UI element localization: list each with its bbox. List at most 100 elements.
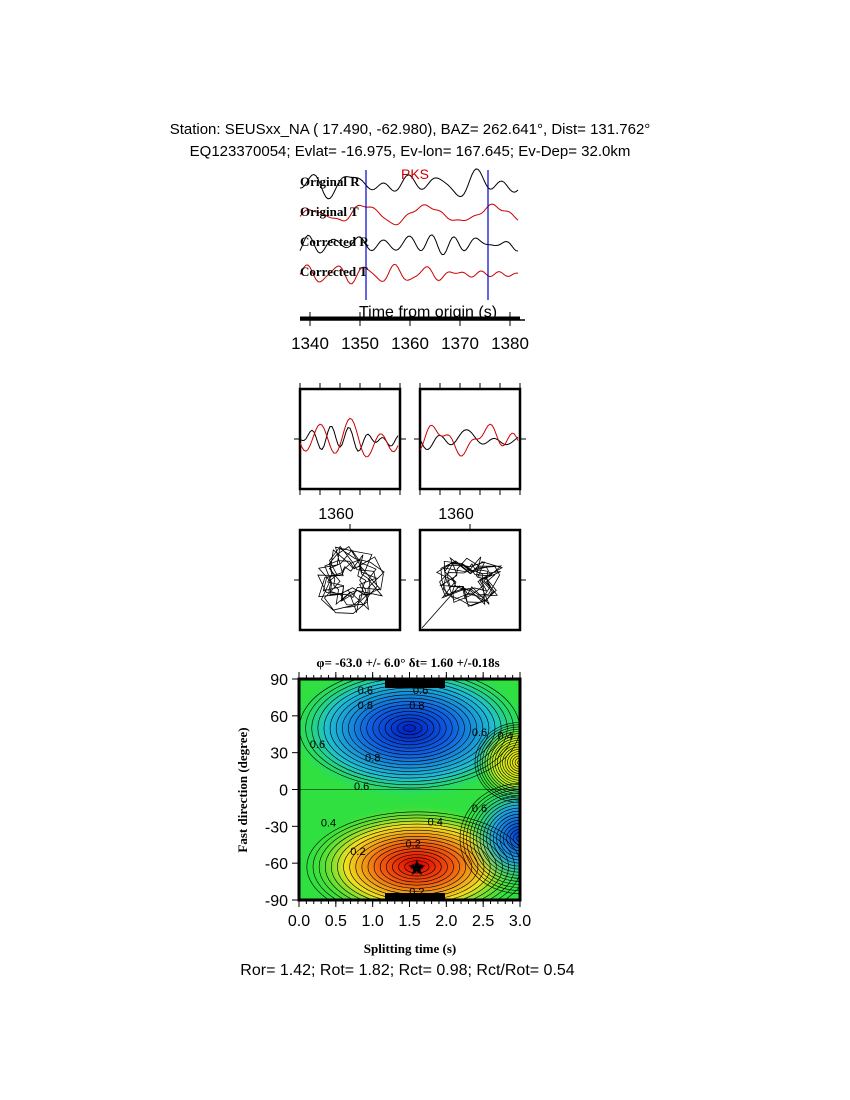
contour-line: [499, 819, 520, 858]
y-tick-label: 0: [279, 783, 288, 800]
ratio-summary: Ror= 1.42; Rot= 1.82; Rct= 0.98; Rct/Rot…: [240, 962, 575, 979]
contour-label: 0.6: [358, 685, 373, 697]
particle-motion-path: [317, 545, 385, 614]
contour-line: [343, 829, 491, 900]
contour-line: [494, 739, 520, 786]
trace-label: Corrected R: [300, 234, 369, 249]
contour-line: [482, 728, 520, 797]
contour-line: [492, 737, 520, 788]
contour-label: 0.2: [409, 886, 424, 898]
windowed-trace: [419, 429, 519, 451]
x-tick-label: 3.0: [509, 913, 531, 930]
contour-line: [337, 826, 497, 900]
contour-line: [354, 697, 465, 759]
particle-motion-frame: [298, 528, 402, 632]
waveform-trace: [299, 203, 519, 226]
window-panels: [294, 383, 526, 495]
y-tick-label: -30: [265, 819, 288, 836]
contour-line: [318, 817, 515, 900]
contour-line: [361, 839, 473, 895]
tick-label: 1360: [438, 506, 474, 523]
y-axis-label: Fast direction (degree): [235, 727, 250, 852]
particle-motion-frame: [418, 528, 522, 632]
contour-line: [509, 753, 520, 772]
contour-line: [379, 848, 454, 886]
contour-label: 0.6: [310, 739, 325, 751]
contour-line: [479, 801, 520, 876]
contour-label: 0.6: [472, 803, 487, 815]
contour-line: [323, 681, 496, 776]
particle-motion-panels: [294, 524, 526, 632]
time-axis: 1340 1350 1360 1370 1380: [291, 312, 529, 353]
contour-label: 0.2: [350, 846, 365, 858]
windowed-trace: [299, 425, 399, 452]
contour-line: [477, 724, 520, 801]
contour-line: [483, 804, 520, 873]
contour-line: [497, 742, 520, 783]
contour-label: 0.8: [365, 753, 380, 765]
waveform-trace: [299, 168, 519, 200]
contour-line: [489, 735, 520, 790]
contour-line: [479, 726, 520, 799]
x-tick-label: 1.5: [398, 913, 420, 930]
contour-line: [335, 687, 484, 769]
contour-line: [459, 783, 520, 894]
contour-line: [317, 679, 502, 779]
contour-line: [366, 704, 453, 752]
contour-line: [398, 857, 436, 877]
x-axis-label: Splitting time (s): [364, 941, 456, 956]
contour-line: [396, 721, 423, 736]
contour-line: [311, 679, 508, 782]
contour-line: [517, 759, 520, 766]
windowed-trace: [299, 417, 399, 458]
contour-line: [484, 731, 520, 794]
x-tick-label: 0.0: [288, 913, 310, 930]
contour-line: [348, 694, 471, 762]
x-tick-label: 1.0: [362, 913, 384, 930]
contour-line: [329, 684, 490, 772]
contour-line: [473, 795, 520, 882]
contour-line: [509, 829, 520, 849]
contour-line: [331, 823, 503, 900]
contour-line: [403, 724, 416, 732]
contour-line: [367, 842, 467, 892]
contour-line: [463, 786, 520, 891]
contour-line: [372, 707, 447, 749]
y-tick-label: -60: [265, 856, 288, 873]
contour-line: [404, 860, 430, 874]
waveform-trace: [299, 263, 519, 285]
best-fit-star-icon: ★: [407, 855, 427, 880]
contour-label: 0.8: [358, 700, 373, 712]
contour-line: [312, 814, 520, 900]
contour-label: 0.4: [428, 816, 443, 828]
contour-line: [507, 751, 520, 774]
contour-line: [360, 701, 459, 756]
y-tick-label: 90: [270, 672, 288, 689]
contour-line: [504, 748, 520, 777]
particle-motion-path: [421, 556, 504, 629]
y-tick-label: -90: [265, 893, 288, 910]
tick-label: 1360: [318, 506, 354, 523]
contour-line: [378, 711, 441, 746]
contour-label: 0.6: [472, 727, 487, 739]
x-tick-label: 1340: [291, 334, 329, 353]
contour-line: [373, 845, 460, 889]
contour-line: [489, 810, 520, 867]
contour-line: [384, 714, 435, 742]
y-tick-label: 30: [270, 746, 288, 763]
contour-label: 0.2: [406, 839, 421, 851]
event-info: EQ123370054; Evlat= -16.975, Ev-lon= 167…: [189, 143, 631, 160]
trace-label: Original T: [300, 204, 359, 219]
contour-line: [469, 792, 520, 885]
x-tick-label: 1370: [441, 334, 479, 353]
contour-line: [386, 851, 448, 883]
contour-line: [474, 722, 520, 803]
x-tick-label: 2.5: [472, 913, 494, 930]
waveform-panel: [299, 168, 519, 300]
contour-line: [410, 863, 424, 871]
contour-label: 0.4: [321, 818, 336, 830]
windowed-trace: [419, 423, 519, 457]
station-info: Station: SEUSxx_NA ( 17.490, -62.980), B…: [169, 121, 651, 138]
contour-line: [516, 835, 520, 842]
